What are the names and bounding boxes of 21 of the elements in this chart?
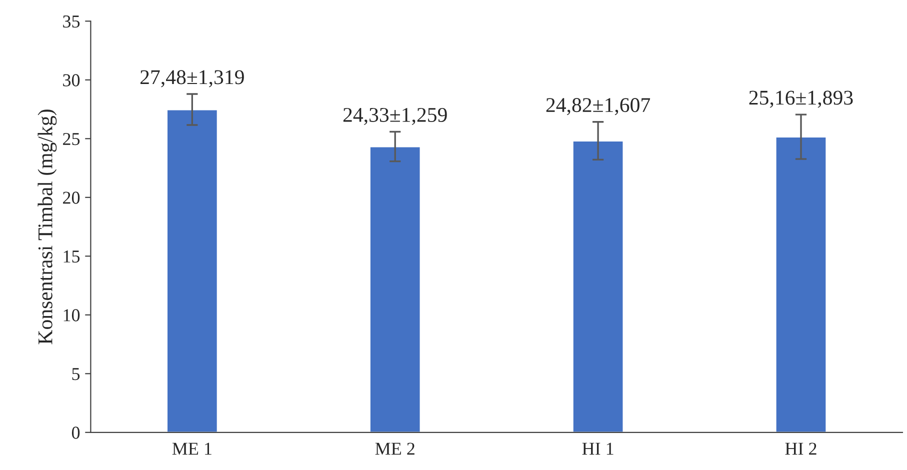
y-tick-label: 25 — [63, 132, 80, 146]
y-tick-label: 15 — [64, 250, 80, 263]
y-tick-label: 5 — [72, 368, 80, 380]
bar — [166, 108, 218, 432]
data-label: 24,82±1,607 — [546, 98, 650, 116]
data-label: 24,33±1,259 — [343, 108, 447, 125]
x-tick-label: HI 2 — [785, 442, 816, 455]
y-tick-label: 35 — [63, 15, 80, 28]
y-tick-label: 30 — [63, 74, 80, 86]
x-tick-label: ME 2 — [375, 442, 414, 455]
data-label: 25,16±1,893 — [749, 90, 853, 108]
bar — [369, 146, 422, 432]
y-tick-label: 20 — [63, 192, 80, 204]
y-axis-title: Konsentrasi Timbal (mg/kg) — [38, 110, 57, 344]
x-tick-label: ME 1 — [172, 442, 212, 455]
bar — [774, 136, 828, 432]
y-tick-label: 10 — [64, 309, 80, 322]
data-label: 27,48±1,319 — [140, 70, 244, 88]
x-tick-label: HI 1 — [582, 442, 614, 455]
y-tick-label: 0 — [72, 426, 80, 439]
bar — [572, 140, 624, 432]
